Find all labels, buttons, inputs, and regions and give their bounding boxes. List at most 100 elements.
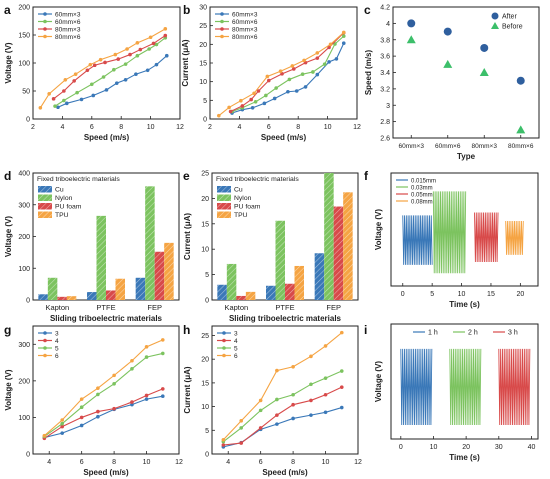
bar-tpu [294,265,304,300]
y-tick-label: 2.6 [380,136,390,143]
data-point [116,57,121,61]
waveform-3 [498,348,531,426]
before-point [443,59,453,68]
waveform-1 [400,348,433,426]
panel-f: f 0 5 10 15 20 Time (s) Voltage (V) 0.015mm0.03m… [364,169,539,309]
legend-label: 80mm×3 [232,27,258,34]
legend-label: 80mm×3 [55,27,81,34]
y-tick-label: 200 [18,378,30,385]
legend-label: 3 [55,331,59,338]
y-tick-label: 15 [201,380,209,387]
data-point [134,72,138,76]
legend-label: 60mm×6 [55,19,81,26]
legend-marker [220,34,224,39]
y-tick-label: 0 [203,117,207,124]
data-point [88,62,93,67]
y-tick-label: 20 [199,42,207,49]
data-point [73,72,78,76]
legend-label: 3 [234,331,238,338]
bar-pu-foam [236,295,246,300]
y-axis-label: Current (μA) [183,213,192,260]
x-tick-label: 2 [208,124,212,131]
y-tick-label: 5 [203,98,207,105]
series-line-4 [43,339,163,437]
bar-nylon [226,263,237,300]
x-tick-label: 5 [430,291,434,298]
x-tick-label: 0 [399,444,403,451]
series-line-3 [53,35,166,100]
y-tick-label: 30 [199,5,207,12]
panel-e: e 0 5 10 15 20 25 Current (μA) Kapton PTFE FEP Slid… [183,169,359,323]
y-tick-label: 100 [18,266,30,273]
x-tick-label: 6 [80,459,84,466]
x-tick-label: 80mm×6 [508,143,534,150]
x-tick-label: 6 [267,124,271,131]
legend-swatch [38,194,52,201]
legend-label: 0.05mm [411,193,433,199]
legend-marker [222,353,226,358]
data-point [286,89,290,94]
x-tick-label: 8 [291,459,295,466]
data-point [291,67,296,71]
x-tick-label: 15 [487,291,495,298]
data-point [290,64,295,68]
panel-g: g 0 100 200 300 Voltage (V) 4 6 8 10 12 Speed (m/s)… [4,323,183,477]
data-point [272,96,277,101]
data-point [163,27,168,31]
data-point [98,57,103,62]
legend-swatch [217,211,231,218]
legend-label: 4 [55,338,59,345]
after-point [407,19,416,28]
data-point [291,416,295,421]
x-tick-label: 10 [324,124,332,131]
data-point [145,68,150,73]
legend-swatch [217,186,231,193]
y-tick-label: 3 [386,103,390,110]
y-tick-label: 25 [199,23,207,30]
data-point [239,426,243,430]
legend-label: TPU [55,212,69,219]
legend-label: PU foam [55,204,82,211]
data-point [144,393,149,398]
x-tick-label: 10 [458,291,466,298]
data-point [240,104,245,108]
data-point [164,53,169,58]
before-point [406,35,416,44]
data-point [104,88,109,92]
legend-marker [43,338,47,343]
data-point [274,86,278,90]
plot-frame [32,325,180,455]
y-tick-label: 20 [201,357,209,364]
data-point [323,344,328,348]
x-tick-label: 20 [516,291,524,298]
y-tick-label: 5 [205,428,209,435]
x-tick-label: 10 [143,459,151,466]
y-tick-label: 200 [18,5,30,12]
data-point [256,89,261,93]
data-point [72,79,76,83]
y-tick-label: 3.4 [380,70,390,77]
x-axis-label: Speed (m/s) [83,468,129,477]
data-point [128,52,132,57]
legend-marker [491,12,499,20]
data-point [79,405,84,409]
data-point [147,47,151,51]
panel-b: b 0 5 10 15 20 25 30 Current (μA) 2 4 6 8 10 12 Speed (… [181,3,361,142]
data-point [130,366,134,371]
data-point [144,397,149,401]
waveform-4 [505,221,524,255]
bar-nylon [145,186,155,300]
data-point [130,358,134,363]
y-tick-label: 50 [22,89,30,96]
after-point [443,27,452,36]
legend-marker [222,346,226,350]
x-tick-label: 8 [296,124,300,131]
data-point [341,41,346,46]
data-point [280,72,284,76]
data-point [302,58,306,63]
data-point [339,369,344,373]
x-tick-label: 12 [176,124,184,131]
plot-frame [211,325,359,455]
x-tick-label: 60mm×6 [435,143,461,150]
